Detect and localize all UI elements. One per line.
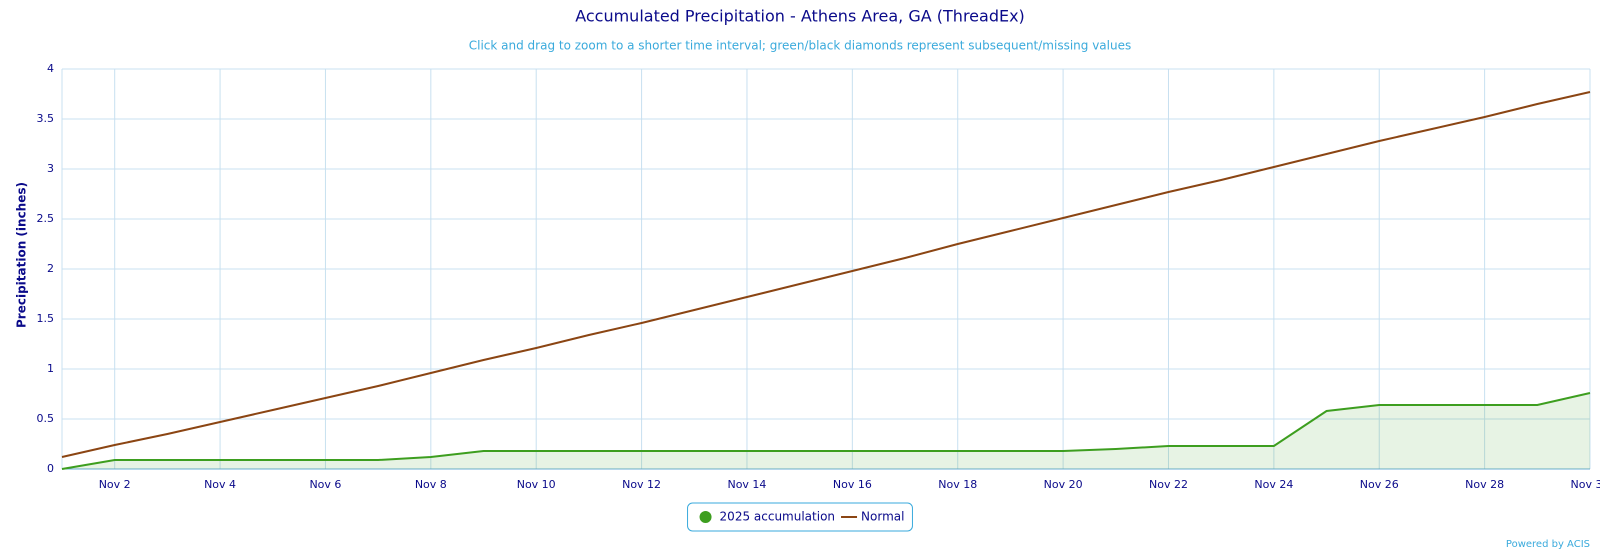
x-tick-label: Nov 10 xyxy=(517,478,556,491)
x-tick-label: Nov 20 xyxy=(1044,478,1083,491)
x-tick-label: Nov 28 xyxy=(1465,478,1504,491)
y-tick-label: 3.5 xyxy=(37,112,55,125)
y-tick-label: 2.5 xyxy=(37,212,55,225)
y-tick-label: 2 xyxy=(47,262,54,275)
area xyxy=(62,393,1590,469)
x-tick-label: Nov 22 xyxy=(1149,478,1188,491)
y-tick-label: 4 xyxy=(47,62,54,75)
y-tick-label: 1 xyxy=(47,362,54,375)
x-tick-label: Nov 24 xyxy=(1254,478,1293,491)
x-tick-label: Nov 14 xyxy=(727,478,766,491)
x-tick-label: Nov 30 xyxy=(1571,478,1600,491)
x-tick-label: Nov 4 xyxy=(204,478,236,491)
y-tick-label: 0.5 xyxy=(37,412,55,425)
y-tick-label: 1.5 xyxy=(37,312,55,325)
legend-label: 2025 accumulation xyxy=(720,510,835,524)
series-line xyxy=(61,392,1591,470)
x-tick-label: Nov 18 xyxy=(938,478,977,491)
legend-marker xyxy=(699,511,712,523)
x-tick-label: Nov 8 xyxy=(415,478,447,491)
x-tick-label: Nov 12 xyxy=(622,478,661,491)
x-tick-label: Nov 26 xyxy=(1360,478,1399,491)
legend-label: Normal xyxy=(861,510,904,524)
x-tick-label: Nov 2 xyxy=(99,478,131,491)
series-line xyxy=(61,91,1591,458)
legend: 2025 accumulation Normal xyxy=(687,502,913,532)
y-axis-label: Precipitation (inches) xyxy=(15,182,29,328)
chart-title: Accumulated Precipitation - Athens Area,… xyxy=(575,7,1025,26)
y-tick-label: 3 xyxy=(47,162,54,175)
x-tick-label: Nov 6 xyxy=(309,478,341,491)
legend-box xyxy=(687,502,913,532)
chart-subtitle: Click and drag to zoom to a shorter time… xyxy=(469,39,1131,53)
x-tick-label: Nov 16 xyxy=(833,478,872,491)
y-tick-label: 0 xyxy=(47,462,54,475)
credit: Powered by ACIS xyxy=(1506,539,1590,550)
